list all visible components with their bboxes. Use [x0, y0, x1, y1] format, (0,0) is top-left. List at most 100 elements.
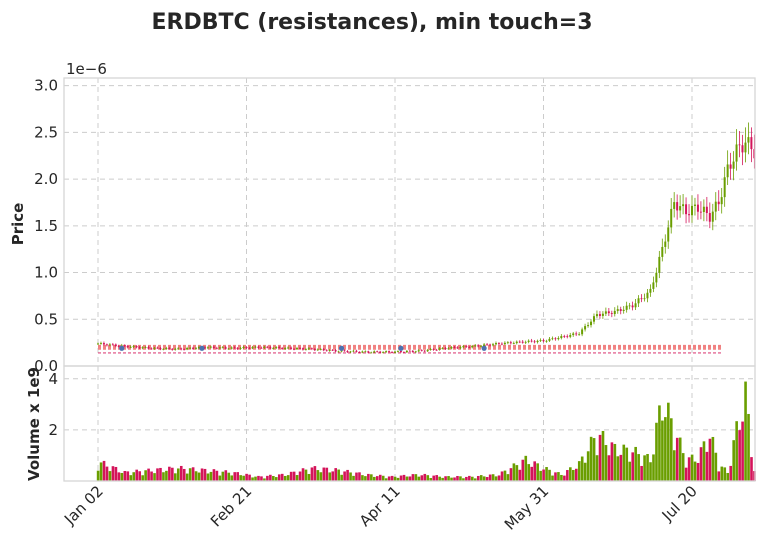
candle-body — [242, 347, 245, 349]
candle-body — [613, 310, 616, 315]
volume-bar — [319, 472, 323, 481]
volume-bar — [171, 467, 174, 481]
touch-marker — [338, 345, 345, 351]
volume-bar — [408, 476, 412, 481]
volume-bar — [289, 471, 293, 481]
candle-body — [281, 348, 284, 349]
volume-bar — [182, 468, 186, 481]
candle-body — [604, 311, 607, 314]
candle-body — [355, 350, 358, 352]
candle-body — [307, 348, 310, 350]
price-y-tick-labels: 0.0 0.5 1.0 1.5 2.0 2.5 3.0 — [34, 77, 58, 375]
volume-bar — [690, 454, 694, 481]
volume-bar — [613, 443, 617, 481]
candle-body — [732, 161, 735, 169]
candle-body — [284, 348, 287, 349]
volume-bar — [346, 469, 349, 481]
candle-body — [156, 347, 159, 349]
volume-bar — [212, 469, 216, 481]
candle-body — [405, 350, 408, 353]
volume-bar — [509, 468, 513, 481]
candle-body — [254, 346, 257, 348]
candle-body — [269, 347, 272, 349]
volume-bar — [188, 468, 192, 481]
candle-body — [349, 351, 352, 353]
volume-bar — [560, 474, 563, 481]
volume-bar — [218, 475, 222, 481]
volume-bar — [664, 417, 667, 481]
volume-bar — [557, 472, 560, 481]
price-y-tick-label: 0.0 — [34, 357, 58, 375]
volume-bar — [465, 476, 468, 481]
volume-bar — [313, 466, 317, 481]
volume-bar — [512, 463, 516, 481]
volume-bar — [197, 472, 201, 481]
candle-body — [117, 346, 120, 347]
volume-bar — [153, 473, 156, 481]
candle-body — [741, 145, 744, 153]
candle-body — [518, 341, 521, 343]
volume-bar — [349, 472, 352, 481]
candle-body — [548, 338, 551, 341]
candle-body — [554, 338, 557, 340]
candle-body — [301, 348, 304, 350]
candle-body — [441, 348, 444, 349]
volume-bar — [248, 474, 251, 481]
candle-body — [625, 305, 628, 310]
candle-body — [429, 349, 432, 350]
candle-body — [512, 343, 515, 344]
candle-body — [177, 348, 180, 350]
volume-bar — [393, 476, 397, 481]
candle-body — [221, 347, 224, 349]
candle-body — [165, 347, 168, 349]
volume-bar — [551, 475, 554, 481]
volume-bar — [343, 471, 346, 481]
candle-body — [530, 340, 533, 342]
candle-body — [192, 347, 195, 349]
volume-bar — [652, 454, 655, 481]
candle-body — [376, 351, 379, 353]
volume-bar — [646, 453, 649, 481]
candle-body — [527, 340, 530, 342]
candle-body — [670, 208, 673, 228]
volume-y-tick-labels: 24 — [48, 370, 58, 439]
volume-bar — [720, 466, 724, 481]
volume-bar — [328, 472, 332, 481]
volume-bar — [120, 472, 124, 481]
touch-marker — [199, 345, 205, 351]
candle-body — [726, 164, 729, 178]
candle-body — [696, 204, 699, 212]
resistance-lines — [98, 344, 722, 354]
candle-body — [206, 347, 209, 349]
volume-bar — [298, 471, 302, 481]
volume-bar — [539, 470, 542, 481]
candle-body — [168, 347, 171, 349]
volume-bar — [251, 477, 254, 481]
volume-bar — [533, 461, 536, 481]
volume-bar — [586, 451, 590, 481]
volume-bar — [684, 467, 688, 481]
candle-body — [367, 351, 370, 353]
volume-bar — [429, 478, 433, 481]
candle-body — [263, 346, 266, 348]
volume-bar — [301, 468, 305, 481]
volume-grid — [64, 366, 755, 481]
candle-body — [569, 335, 572, 337]
candle-body — [503, 342, 506, 345]
volume-bar — [340, 474, 343, 481]
candle-body — [607, 311, 610, 314]
price-y-tick-label: 2.5 — [34, 123, 58, 141]
volume-bar — [200, 468, 204, 481]
touch-marker — [398, 345, 404, 351]
candle-body — [233, 347, 236, 349]
candle-body — [370, 352, 373, 354]
candle-body — [129, 346, 132, 348]
volume-bar — [147, 468, 150, 481]
candle-body — [150, 348, 153, 350]
volume-bar — [206, 473, 210, 481]
volume-bar — [162, 472, 165, 481]
candle-body — [536, 340, 539, 343]
candle-body — [590, 321, 593, 326]
candle-body — [438, 348, 441, 350]
